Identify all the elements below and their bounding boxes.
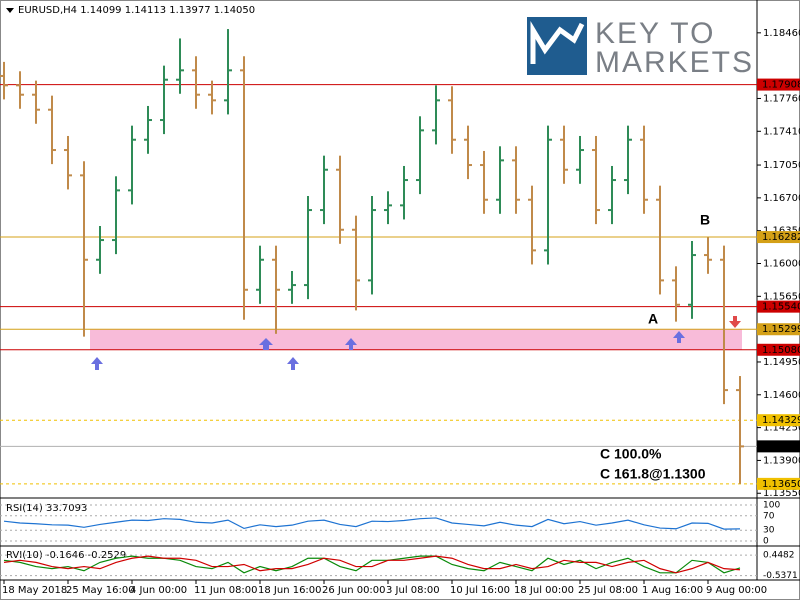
y-tick-label: 1.17410 bbox=[763, 126, 800, 137]
level-label: 1.15080 bbox=[762, 345, 800, 356]
y-tick-label: 30 bbox=[763, 526, 775, 536]
level-label: 1.15540 bbox=[762, 302, 800, 313]
y-tick-label: 1.16700 bbox=[763, 193, 800, 204]
x-tick-label: 1 Aug 16:00 bbox=[642, 585, 703, 596]
y-tick-label: 100 bbox=[763, 501, 780, 511]
y-tick-label: 70 bbox=[763, 511, 775, 521]
up-arrow bbox=[345, 338, 357, 350]
x-tick-label: 9 Aug 00:00 bbox=[706, 585, 767, 596]
logo-mark bbox=[527, 17, 587, 75]
level-label: 1.15299 bbox=[762, 324, 800, 335]
logo: KEY TO MARKETS bbox=[527, 17, 754, 79]
y-tick-label: 1.14950 bbox=[763, 357, 800, 368]
level-box bbox=[757, 323, 800, 336]
y-tick-label: 1.13550 bbox=[763, 488, 800, 499]
indicator-line bbox=[3, 555, 741, 574]
y-tick-label: 0 bbox=[763, 537, 769, 547]
level-box bbox=[757, 78, 800, 91]
up-arrow bbox=[259, 338, 273, 350]
level-label: 1.17908 bbox=[762, 80, 800, 91]
level-box bbox=[757, 231, 800, 244]
signal-arrows bbox=[91, 316, 741, 370]
level-box bbox=[757, 343, 800, 356]
annotation: B bbox=[700, 212, 710, 228]
y-tick-label: 1.13900 bbox=[763, 455, 800, 466]
level-label: 1.14050 bbox=[762, 441, 800, 452]
menu-icon bbox=[6, 8, 14, 13]
x-tick-label: 18 Jul 00:00 bbox=[514, 585, 574, 596]
x-tick-label: 18 Jun 16:00 bbox=[258, 585, 322, 596]
level-label: 1.16282 bbox=[762, 232, 800, 243]
level-box bbox=[757, 440, 800, 453]
down-arrow bbox=[729, 316, 741, 328]
level-box bbox=[757, 477, 800, 490]
y-tick-label: 1.14250 bbox=[763, 423, 800, 434]
y-tick-label: 1.15650 bbox=[763, 291, 800, 302]
x-tick-label: 26 Jun 00:00 bbox=[322, 585, 386, 596]
x-tick-label: 25 Jul 08:00 bbox=[578, 585, 638, 596]
annotation: A bbox=[648, 311, 658, 327]
indicator-title: RSI(14) 33.7093 bbox=[6, 503, 87, 514]
y-tick-label: 1.17050 bbox=[763, 160, 800, 171]
y-tick-label: 1.18460 bbox=[763, 28, 800, 39]
logo-text: KEY TO bbox=[595, 17, 715, 50]
y-tick-label: 0.4482 bbox=[763, 551, 795, 561]
level-label: 1.13650 bbox=[762, 479, 800, 490]
y-tick-label: 1.14600 bbox=[763, 390, 800, 401]
indicator-line bbox=[3, 555, 741, 574]
plot-layer: 1.184601.177601.174101.170501.167001.163… bbox=[0, 28, 800, 596]
support-zone bbox=[90, 329, 742, 350]
y-tick-label: 1.16000 bbox=[763, 259, 800, 270]
x-tick-label: 25 May 16:00 bbox=[66, 585, 135, 596]
indicator-line bbox=[3, 517, 741, 530]
x-tick-label: 3 Jul 08:00 bbox=[386, 585, 440, 596]
up-arrow bbox=[91, 357, 103, 370]
annotation: C 161.8@1.1300 bbox=[600, 466, 706, 482]
up-arrow bbox=[673, 331, 685, 343]
up-arrow bbox=[287, 357, 299, 370]
y-tick-label: 1.17760 bbox=[763, 93, 800, 104]
logo-mark-line bbox=[530, 20, 585, 64]
level-box bbox=[757, 300, 800, 313]
y-tick-label: -0.5371 bbox=[763, 571, 798, 581]
symbol-header: EURUSD,H4 1.14099 1.14113 1.13977 1.1405… bbox=[18, 5, 255, 16]
logo-text: MARKETS bbox=[595, 46, 754, 79]
x-tick-label: 10 Jul 16:00 bbox=[450, 585, 510, 596]
annotation: C 100.0% bbox=[600, 446, 662, 462]
x-tick-label: 18 May 2018 bbox=[2, 585, 67, 596]
x-tick-label: 11 Jun 08:00 bbox=[194, 585, 258, 596]
level-label: 1.14329 bbox=[762, 415, 800, 426]
level-box bbox=[757, 414, 800, 427]
x-tick-label: 4 Jun 00:00 bbox=[130, 585, 187, 596]
